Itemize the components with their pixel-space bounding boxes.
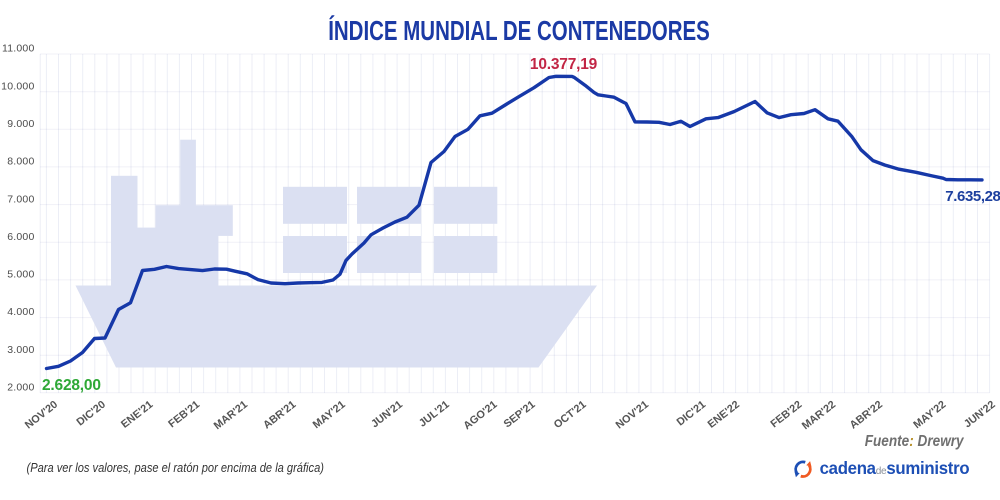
svg-text:6.000: 6.000 xyxy=(7,231,34,243)
svg-text:10.000: 10.000 xyxy=(1,80,34,92)
svg-text:11.000: 11.000 xyxy=(2,43,35,55)
svg-text:7.000: 7.000 xyxy=(7,193,34,205)
svg-text:3.000: 3.000 xyxy=(7,344,34,356)
svg-text:8.000: 8.000 xyxy=(7,156,34,168)
svg-text:7.635,28: 7.635,28 xyxy=(945,188,1000,205)
svg-text:4.000: 4.000 xyxy=(7,306,34,318)
svg-text:2.628,00: 2.628,00 xyxy=(42,377,101,394)
svg-text:Fuente: Drewry: Fuente: Drewry xyxy=(865,433,965,450)
svg-text:cadenadesuministro: cadenadesuministro xyxy=(820,458,970,478)
svg-text:10.377,19: 10.377,19 xyxy=(530,56,598,73)
svg-text:2.000: 2.000 xyxy=(7,382,34,394)
svg-text:(Para ver los valores, pase el: (Para ver los valores, pase el ratón por… xyxy=(27,460,324,475)
svg-text:9.000: 9.000 xyxy=(7,118,34,130)
svg-text:ÍNDICE MUNDIAL DE CONTENEDORES: ÍNDICE MUNDIAL DE CONTENEDORES xyxy=(328,15,710,47)
svg-text:5.000: 5.000 xyxy=(7,269,34,281)
